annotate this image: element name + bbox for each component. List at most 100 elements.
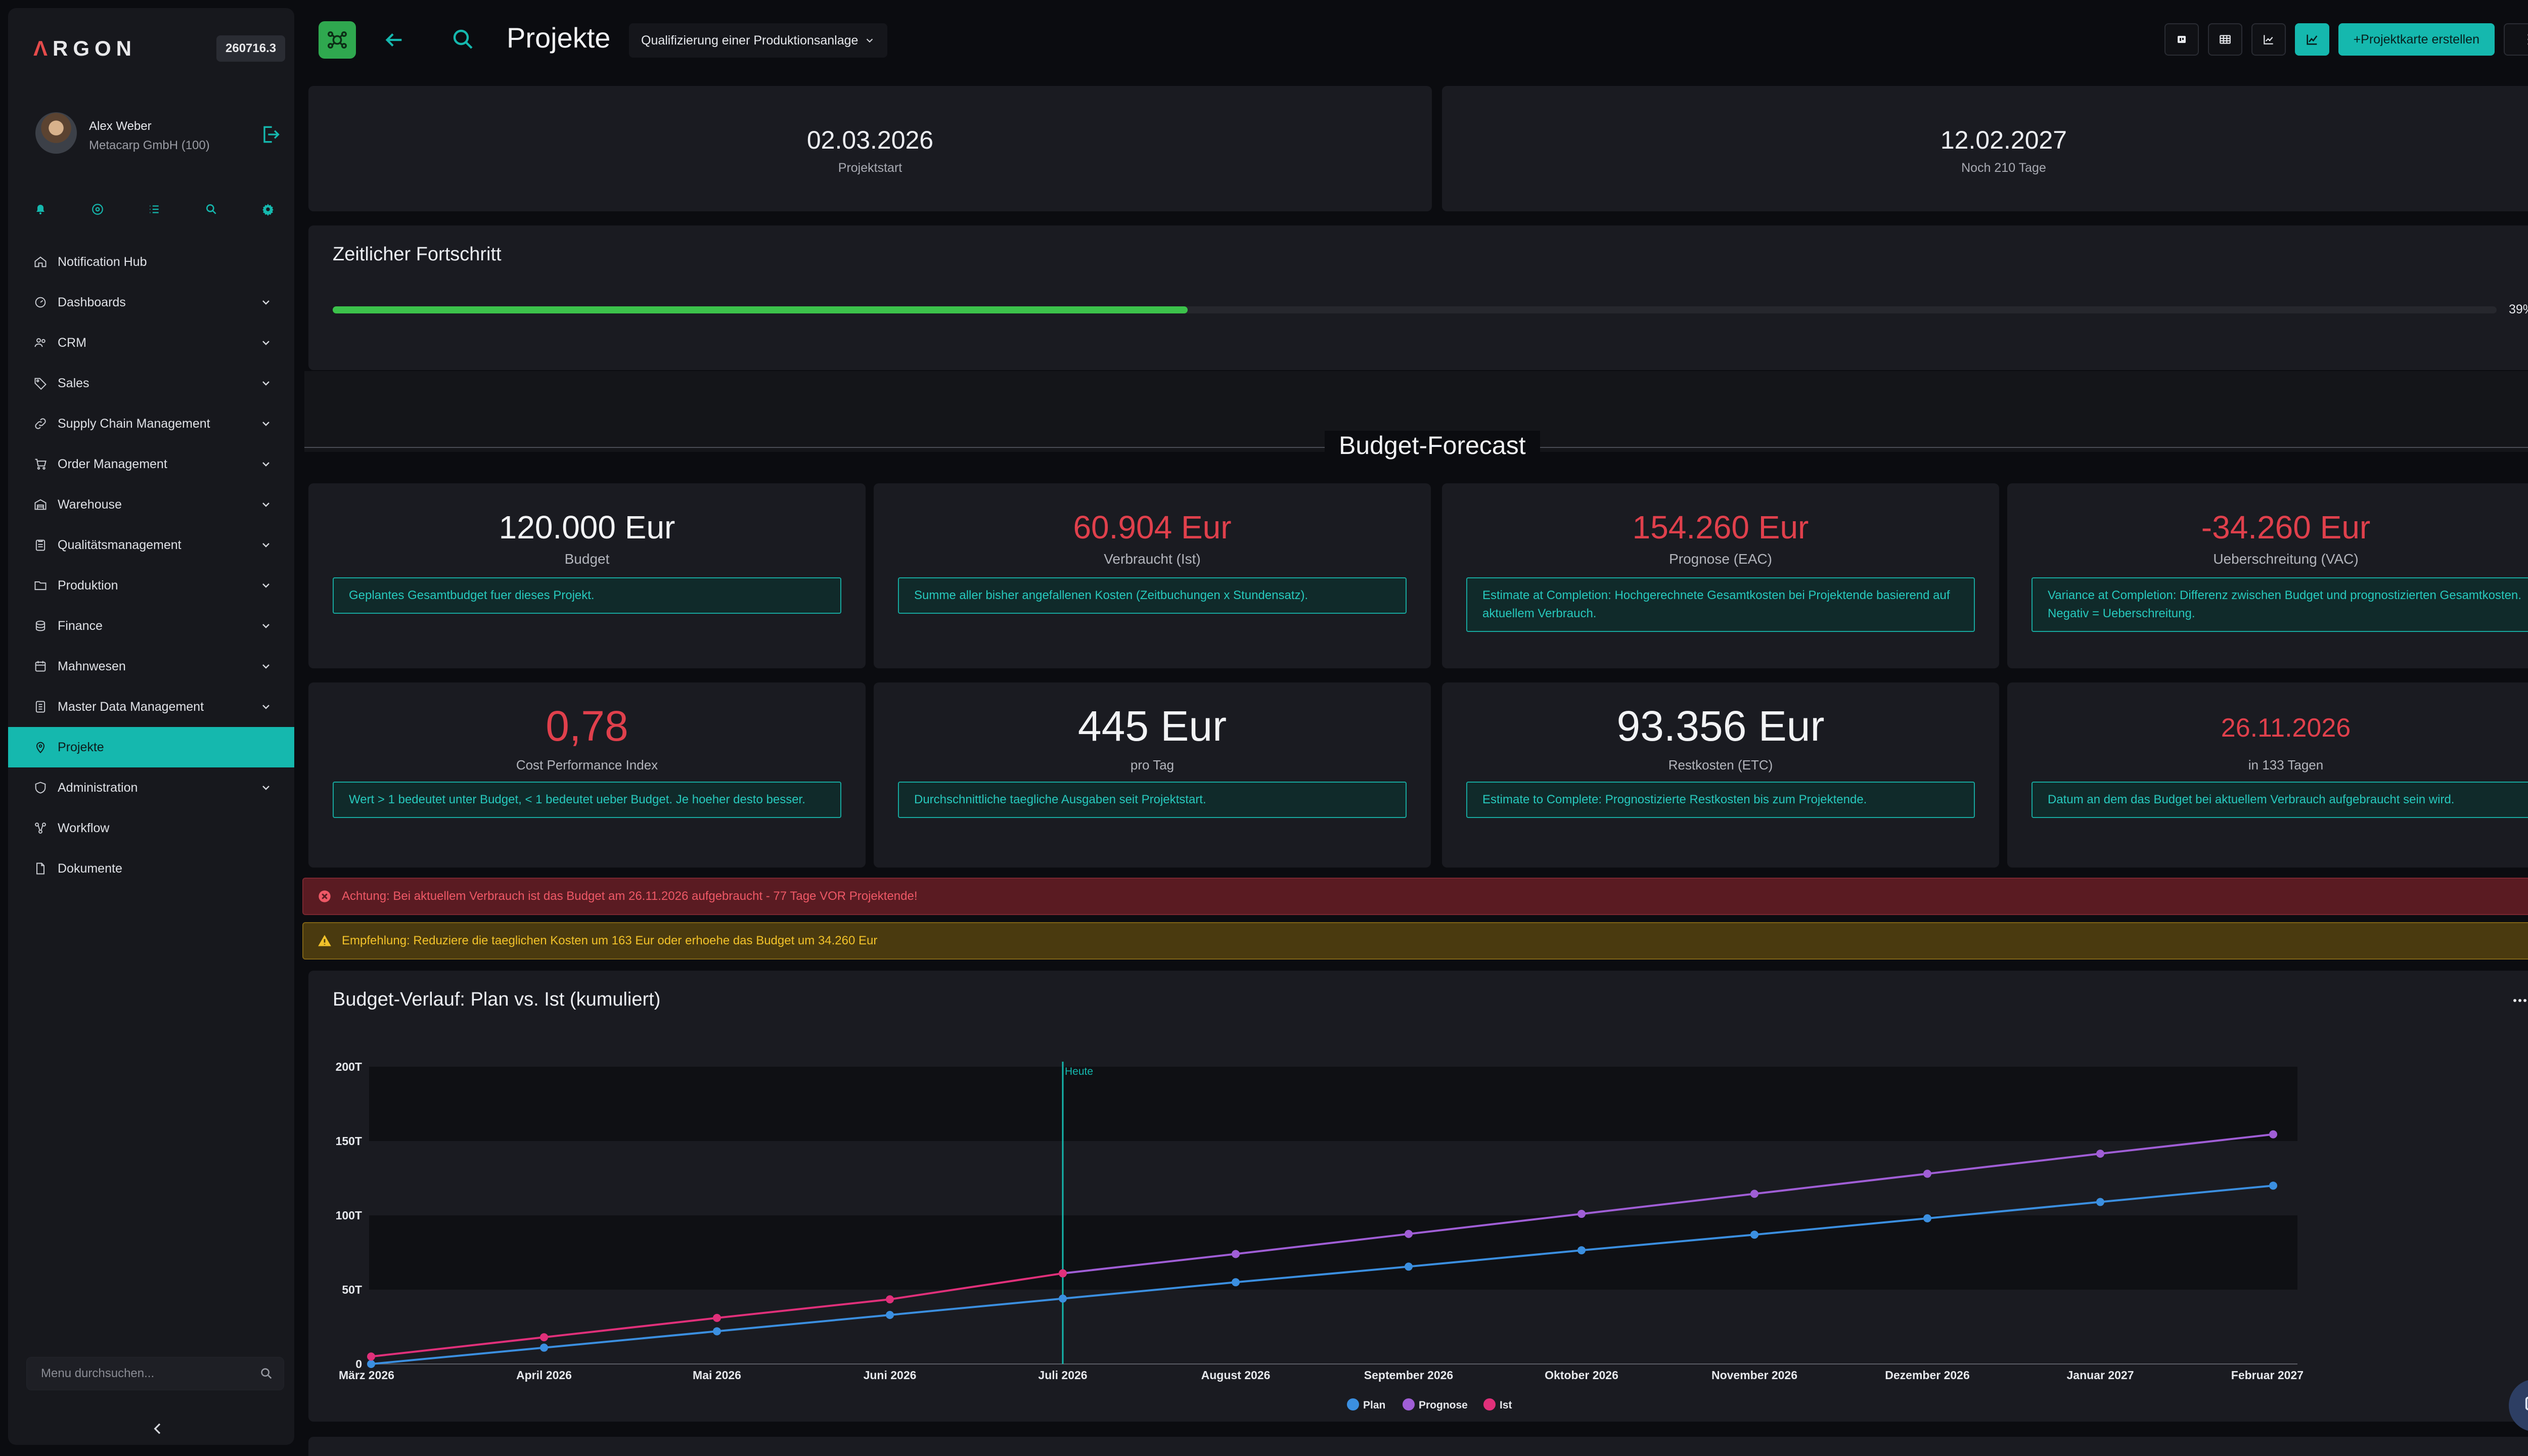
- dashboard-icon: [35, 297, 46, 308]
- chevron-down-icon: [262, 624, 269, 628]
- back-arrow-icon[interactable]: [382, 28, 405, 52]
- kpi-card: 26.11.2026 in 133 Tagen Datum an dem das B…: [2007, 682, 2528, 868]
- data-point-plan: [1059, 1294, 1067, 1303]
- tag-icon: [34, 378, 47, 390]
- bell-icon[interactable]: [30, 199, 51, 219]
- chevron-down-icon: [262, 583, 269, 588]
- menu-search[interactable]: [26, 1357, 284, 1390]
- x-tick-label: Juli 2026: [1038, 1369, 1087, 1382]
- sidebar-item-warehouse[interactable]: Warehouse: [8, 484, 294, 525]
- project-app-button[interactable]: [319, 21, 356, 59]
- data-point-plan: [1232, 1278, 1240, 1287]
- database-icon: [35, 701, 46, 713]
- project-start-date: 02.03.2026: [806, 126, 934, 154]
- kpi-value: 445 Eur: [1077, 702, 1227, 750]
- sidebar-item-produktion[interactable]: Produktion: [8, 565, 294, 606]
- sidebar-item-label: Supply Chain Management: [58, 416, 210, 431]
- create-project-card-button[interactable]: +Projektkarte erstellen: [2338, 23, 2495, 56]
- table-view-button[interactable]: [2207, 23, 2242, 56]
- collapse-sidebar-icon[interactable]: [150, 1421, 166, 1437]
- argon-logo[interactable]: ΛRGON: [33, 36, 137, 60]
- kanban-view-button[interactable]: [2164, 23, 2199, 56]
- kpi-description: Variance at Completion: Differenz zwisch…: [2032, 577, 2528, 632]
- kpi-description: Wert > 1 bedeutet unter Budget, < 1 bede…: [333, 782, 841, 818]
- search-icon[interactable]: [201, 199, 221, 219]
- data-point-prognose: [1577, 1210, 1586, 1218]
- logout-icon[interactable]: [259, 123, 281, 146]
- search-icon[interactable]: [451, 27, 475, 52]
- sidebar-item-label: Order Management: [58, 457, 167, 471]
- data-point-prognose: [1232, 1250, 1240, 1258]
- chart-grid-band: [369, 1215, 2297, 1290]
- kpi-description: Durchschnittliche taegliche Ausgaben sei…: [898, 782, 1407, 818]
- warning-alert-text: Empfehlung: Reduziere die taeglichen Kos…: [342, 934, 878, 947]
- legend-label-plan: Plan: [1363, 1399, 1385, 1411]
- data-point-plan: [2096, 1198, 2104, 1206]
- sidebar-item-crm[interactable]: CRM: [8, 323, 294, 363]
- kpi-description: Datum an dem das Budget bei aktuellem Ve…: [2032, 782, 2528, 818]
- help-circle-icon[interactable]: [87, 199, 108, 219]
- sidebar-item-mahnwesen[interactable]: Mahnwesen: [8, 646, 294, 687]
- y-tick-label: 0: [355, 1357, 362, 1371]
- home-icon: [34, 256, 47, 267]
- more-options-button[interactable]: [2504, 23, 2528, 56]
- search-icon: [261, 1368, 272, 1379]
- sidebar-item-notification-hub[interactable]: Notification Hub: [8, 242, 294, 282]
- progress-track: [333, 306, 2497, 313]
- network-icon: [328, 31, 347, 49]
- sidebar-item-dokumente[interactable]: Dokumente: [8, 848, 294, 889]
- kpi-value: 120.000 Eur: [499, 509, 675, 545]
- legend-label-prognose: Prognose: [1419, 1399, 1468, 1411]
- project-select-value: Qualifizierung einer Produktionsanlage: [641, 33, 859, 48]
- data-point-ist: [886, 1295, 894, 1304]
- sidebar-item-order-management[interactable]: Order Management: [8, 444, 294, 484]
- sidebar-item-administration[interactable]: Administration: [8, 767, 294, 808]
- menu-search-input[interactable]: [41, 1357, 253, 1390]
- gantt-view-button[interactable]: [2251, 23, 2286, 56]
- data-point-plan: [540, 1343, 548, 1352]
- y-tick-label: 100T: [336, 1209, 362, 1222]
- x-tick-label: Juni 2026: [864, 1369, 917, 1382]
- kpi-description: Geplantes Gesamtbudget fuer dieses Proje…: [333, 577, 841, 614]
- sidebar-item-finance[interactable]: Finance: [8, 606, 294, 646]
- error-circle-icon: [319, 890, 331, 902]
- sidebar-nav: Notification Hub Dashboards CRM Sales Supply…: [8, 242, 294, 889]
- data-point-ist: [713, 1313, 721, 1322]
- version-badge: 260716.3: [216, 35, 286, 62]
- sidebar-item-master-data-management[interactable]: Master Data Management: [8, 687, 294, 727]
- avatar[interactable]: [35, 112, 77, 154]
- kpi-label: Ueberschreitung (VAC): [2213, 551, 2359, 567]
- data-point-plan: [713, 1327, 721, 1336]
- sidebar-item-dashboards[interactable]: Dashboards: [8, 282, 294, 323]
- sidebar-item-workflow[interactable]: Workflow: [8, 808, 294, 848]
- data-point-prognose: [1750, 1190, 1758, 1198]
- data-point-prognose: [2269, 1130, 2277, 1139]
- gantt-icon: [2263, 35, 2273, 44]
- chart-menu-icon[interactable]: [2510, 993, 2528, 1008]
- sidebar-item-sales[interactable]: Sales: [8, 363, 294, 403]
- sidebar-item-supply-chain-management[interactable]: Supply Chain Management: [8, 403, 294, 444]
- list-icon[interactable]: [144, 199, 164, 219]
- data-point-ist: [367, 1352, 375, 1361]
- sidebar-item-label: Dashboards: [58, 295, 126, 309]
- budget-chart-card: Budget-Verlauf: Plan vs. Ist (kumuliert)…: [308, 971, 2528, 1422]
- x-tick-label: April 2026: [516, 1369, 572, 1382]
- chevron-down-icon: [262, 664, 269, 669]
- kpi-value: 154.260 Eur: [1632, 509, 1809, 545]
- kpi-value: 0,78: [546, 702, 628, 750]
- warehouse-icon: [34, 499, 47, 510]
- chevron-down-icon: [262, 341, 269, 345]
- gear-icon[interactable]: [258, 199, 278, 219]
- sidebar-item-projekte[interactable]: Projekte: [8, 727, 294, 767]
- project-select[interactable]: Qualifizierung einer Produktionsanlage: [629, 23, 888, 58]
- sidebar-item-label: Warehouse: [58, 497, 122, 512]
- sidebar-item-qualitätsmanagement[interactable]: Qualitätsmanagement: [8, 525, 294, 565]
- data-point-plan: [2269, 1181, 2277, 1190]
- kpi-label: Prognose (EAC): [1669, 551, 1772, 567]
- chevron-down-icon: [262, 503, 269, 507]
- kpi-value: 60.904 Eur: [1073, 509, 1232, 545]
- y-tick-label: 200T: [336, 1060, 362, 1073]
- danger-alert-text: Achtung: Bei aktuellem Verbrauch ist das…: [342, 889, 918, 903]
- chart-view-button[interactable]: [2294, 23, 2329, 56]
- sidebar-item-label: Administration: [58, 780, 138, 795]
